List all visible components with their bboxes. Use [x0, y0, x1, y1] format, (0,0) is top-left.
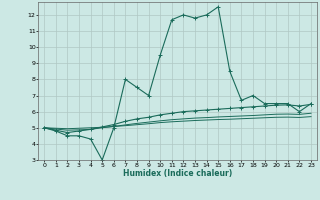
- X-axis label: Humidex (Indice chaleur): Humidex (Indice chaleur): [123, 169, 232, 178]
